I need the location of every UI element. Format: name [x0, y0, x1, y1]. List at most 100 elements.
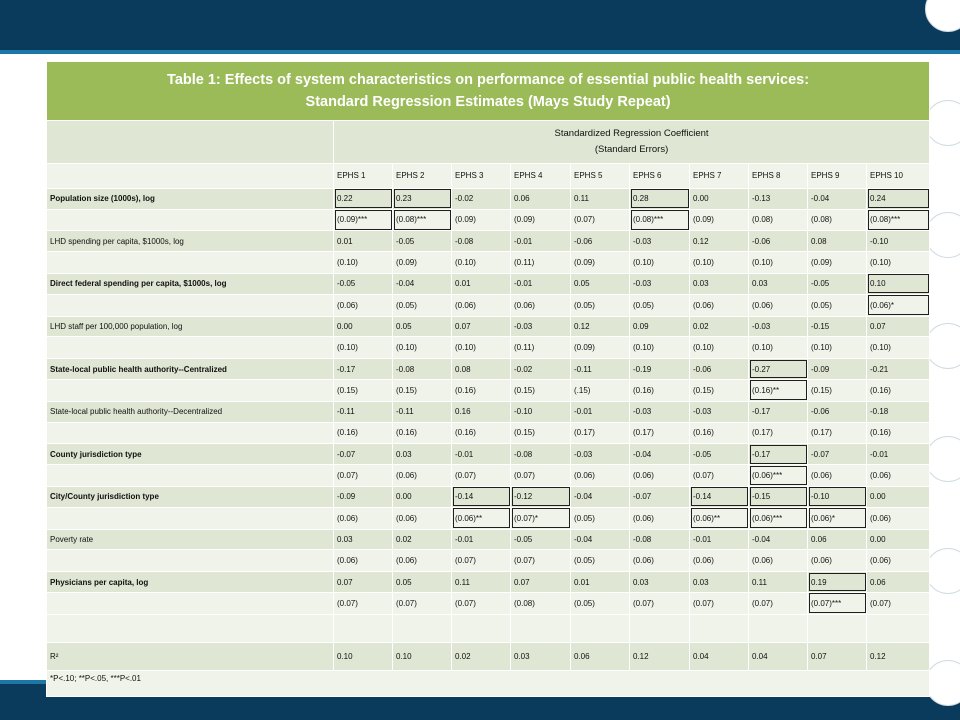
variable-label: State-local public health authority--Cen…	[46, 358, 334, 380]
standard-error-cell: (0.10)	[451, 251, 511, 274]
empty-cell	[392, 613, 452, 643]
coefficient-cell: -0.10	[510, 400, 571, 423]
standard-error-cell: (0.10)	[629, 251, 690, 274]
standard-error-cell: (0.15)	[689, 378, 749, 402]
ring-decoration	[925, 323, 960, 369]
coefficient-cell: -0.03	[689, 400, 749, 423]
standard-error-cell: (0.06)	[333, 293, 393, 317]
variable-label: State-local public health authority--Dec…	[46, 400, 334, 423]
r-squared-label: R²	[46, 641, 334, 671]
r-squared-cell: 0.06	[570, 641, 630, 671]
standard-error-cell: (0.16)	[333, 421, 393, 445]
standard-error-cell: (0.10)	[689, 336, 749, 360]
standard-error-cell: (0.06)	[570, 464, 630, 487]
coefficient-row: Population size (1000s), log 0.22 0.23 -0.0…	[46, 187, 931, 210]
standard-error-cell: (0.05)	[570, 591, 630, 615]
footnote-row: *P<.10; **P<.05, ***P<.01	[45, 669, 931, 698]
standard-error-cell: (0.06)	[748, 293, 808, 317]
coefficient-header: Standardized Regression Coefficient (Sta…	[332, 120, 931, 164]
coefficient-cell: -0.01	[451, 528, 511, 551]
coefficient-cell: 0.00	[333, 315, 393, 338]
coefficient-cell: -0.06	[570, 230, 630, 253]
standard-error-cell: (0.10)	[451, 336, 511, 360]
coefficient-cell: -0.05	[333, 272, 393, 295]
empty-cell	[865, 613, 931, 643]
coefficient-cell: -0.04	[570, 485, 630, 508]
coefficient-cell: 0.11	[451, 571, 511, 593]
coefficient-cell: -0.04	[392, 272, 452, 295]
coefficient-row: City/County jurisdiction type -0.09 0.00 -0…	[46, 485, 931, 508]
standard-error-cell: (0.06)	[689, 549, 749, 573]
coefficient-row: County jurisdiction type -0.07 0.03 -0.01 -0…	[46, 443, 931, 466]
standard-error-cell: (0.06)	[807, 549, 867, 573]
coefficient-cell: -0.03	[629, 272, 690, 295]
table-title: Table 1: Effects of system characteristi…	[45, 60, 931, 122]
coefficient-cell: 0.05	[392, 315, 452, 338]
title-line-2: Standard Regression Estimates (Mays Stud…	[305, 94, 671, 111]
coefficient-cell: 0.23	[392, 187, 452, 210]
standard-error-cell: (0.07)*	[510, 506, 571, 530]
standard-error-cell: (0.07)	[451, 464, 511, 487]
standard-error-cell: (0.07)	[510, 549, 571, 573]
coefficient-cell: 0.10	[865, 272, 931, 295]
standard-error-cell: (0.06)	[451, 293, 511, 317]
variable-label: LHD spending per capita, $1000s, log	[46, 230, 334, 253]
standard-error-cell: (0.10)	[333, 336, 393, 360]
coefficient-cell: 0.19	[807, 571, 867, 593]
coefficient-cell: -0.08	[629, 528, 690, 551]
standard-error-cell: (0.06)	[510, 293, 571, 317]
column-header: EPHS 10	[865, 162, 931, 189]
coefficient-cell: 0.03	[689, 272, 749, 295]
empty-cell	[748, 613, 808, 643]
standard-error-cell: (0.10)	[748, 336, 808, 360]
standard-error-cell: (0.07)***	[807, 591, 867, 615]
coefficient-cell: 0.12	[570, 315, 630, 338]
coefficient-cell: -0.11	[570, 358, 630, 380]
coefficient-cell: -0.10	[807, 485, 867, 508]
coefficient-cell: -0.27	[748, 358, 808, 380]
column-header: EPHS 7	[689, 162, 749, 189]
column-header-blank	[46, 162, 334, 189]
standard-error-cell: (0.07)	[689, 464, 749, 487]
variable-label-blank	[46, 378, 334, 402]
r-squared-cell: 0.10	[333, 641, 393, 671]
coefficient-cell: -0.05	[510, 528, 571, 551]
empty-cell	[333, 613, 393, 643]
standard-error-row: (0.09)*** (0.08)*** (0.09) (0.09) (0.07) (0.0…	[46, 208, 931, 232]
standard-error-cell: (0.06)	[629, 549, 690, 573]
header-blank-cell	[46, 120, 334, 164]
standard-error-cell: (0.10)	[333, 251, 393, 274]
coefficient-cell: 0.05	[392, 571, 452, 593]
coefficient-cell: -0.11	[333, 400, 393, 423]
coefficient-cell: -0.07	[629, 485, 690, 508]
coefficient-cell: -0.03	[510, 315, 571, 338]
coefficient-cell: 0.05	[570, 272, 630, 295]
standard-error-cell: (0.08)***	[392, 208, 452, 232]
r-squared-cell: 0.03	[510, 641, 571, 671]
standard-error-cell: (0.05)	[629, 293, 690, 317]
top-accent-line	[0, 50, 960, 54]
spacer-row	[46, 613, 931, 643]
variable-label-blank	[46, 251, 334, 274]
regression-table: Table 1: Effects of system characteristi…	[45, 60, 931, 698]
coefficient-cell: -0.10	[865, 230, 931, 253]
coefficient-cell: -0.15	[748, 485, 808, 508]
coefficient-cell: -0.02	[451, 187, 511, 210]
r-squared-cell: 0.10	[392, 641, 452, 671]
standard-error-cell: (0.10)	[748, 251, 808, 274]
coefficient-cell: 0.00	[865, 528, 931, 551]
standard-error-cell: (0.09)	[570, 251, 630, 274]
coefficient-cell: -0.01	[570, 400, 630, 423]
standard-error-cell: (0.16)**	[748, 378, 808, 402]
standard-error-row: (0.15) (0.15) (0.16) (0.15) (.15) (0.16) (0.15…	[46, 378, 931, 402]
coefficient-cell: -0.03	[748, 315, 808, 338]
coefficient-cell: -0.19	[629, 358, 690, 380]
coefficient-cell: -0.09	[807, 358, 867, 380]
standard-error-cell: (0.06)*	[865, 293, 931, 317]
standard-error-cell: (0.07)	[510, 464, 571, 487]
coefficient-cell: 0.08	[451, 358, 511, 380]
column-header: EPHS 3	[451, 162, 511, 189]
standard-error-cell: (0.06)	[865, 506, 931, 530]
coefficient-cell: 0.07	[510, 571, 571, 593]
coefficient-header-line-1: Standardized Regression Coefficient	[554, 128, 709, 140]
